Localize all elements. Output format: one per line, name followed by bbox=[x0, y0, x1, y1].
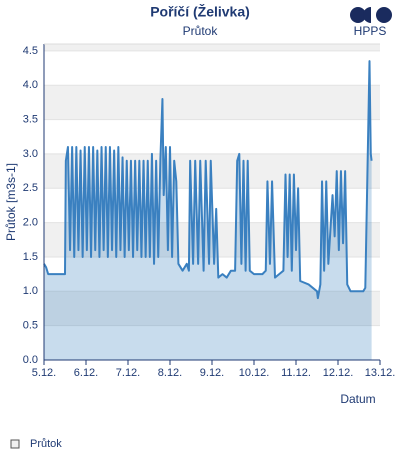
x-tick-label: 12.12. bbox=[323, 367, 354, 379]
y-tick-label: 0.5 bbox=[23, 320, 38, 332]
x-tick-label: 11.12. bbox=[281, 367, 311, 379]
y-tick-label: 0.0 bbox=[23, 354, 38, 366]
x-tick-label: 9.12. bbox=[200, 367, 224, 379]
y-tick-label: 1.0 bbox=[23, 285, 38, 297]
x-tick-label: 10.12. bbox=[239, 367, 270, 379]
y-tick-label: 2.0 bbox=[23, 217, 38, 229]
y-tick-label: 3.0 bbox=[23, 148, 38, 160]
grid-band bbox=[44, 85, 380, 120]
y-axis-label: Průtok [m3s-1] bbox=[4, 163, 18, 241]
y-tick-label: 4.0 bbox=[23, 79, 38, 91]
grid-band bbox=[44, 44, 380, 51]
x-axis-label: Datum bbox=[340, 392, 375, 406]
legend-label: Průtok bbox=[30, 438, 62, 450]
y-tick-label: 2.5 bbox=[23, 182, 38, 194]
y-tick-label: 1.5 bbox=[23, 251, 38, 263]
legend-swatch bbox=[10, 439, 20, 449]
line bbox=[43, 60, 373, 300]
y-tick-label: 4.5 bbox=[23, 45, 38, 57]
x-tick-label: 5.12. bbox=[32, 367, 56, 379]
chart-title: Poříčí (Želivka) bbox=[150, 3, 250, 20]
x-tick-label: 8.12. bbox=[158, 367, 182, 379]
logo-icon bbox=[350, 7, 392, 23]
area bbox=[44, 61, 372, 361]
x-tick-label: 6.12. bbox=[74, 367, 98, 379]
logo-text: HPPS bbox=[354, 24, 387, 38]
grid-band bbox=[44, 291, 380, 326]
chart-subtitle: Průtok bbox=[183, 24, 219, 38]
x-tick-label: 13.12. bbox=[365, 367, 396, 379]
y-tick-label: 3.5 bbox=[23, 113, 38, 125]
x-tick-label: 7.12. bbox=[116, 367, 140, 379]
